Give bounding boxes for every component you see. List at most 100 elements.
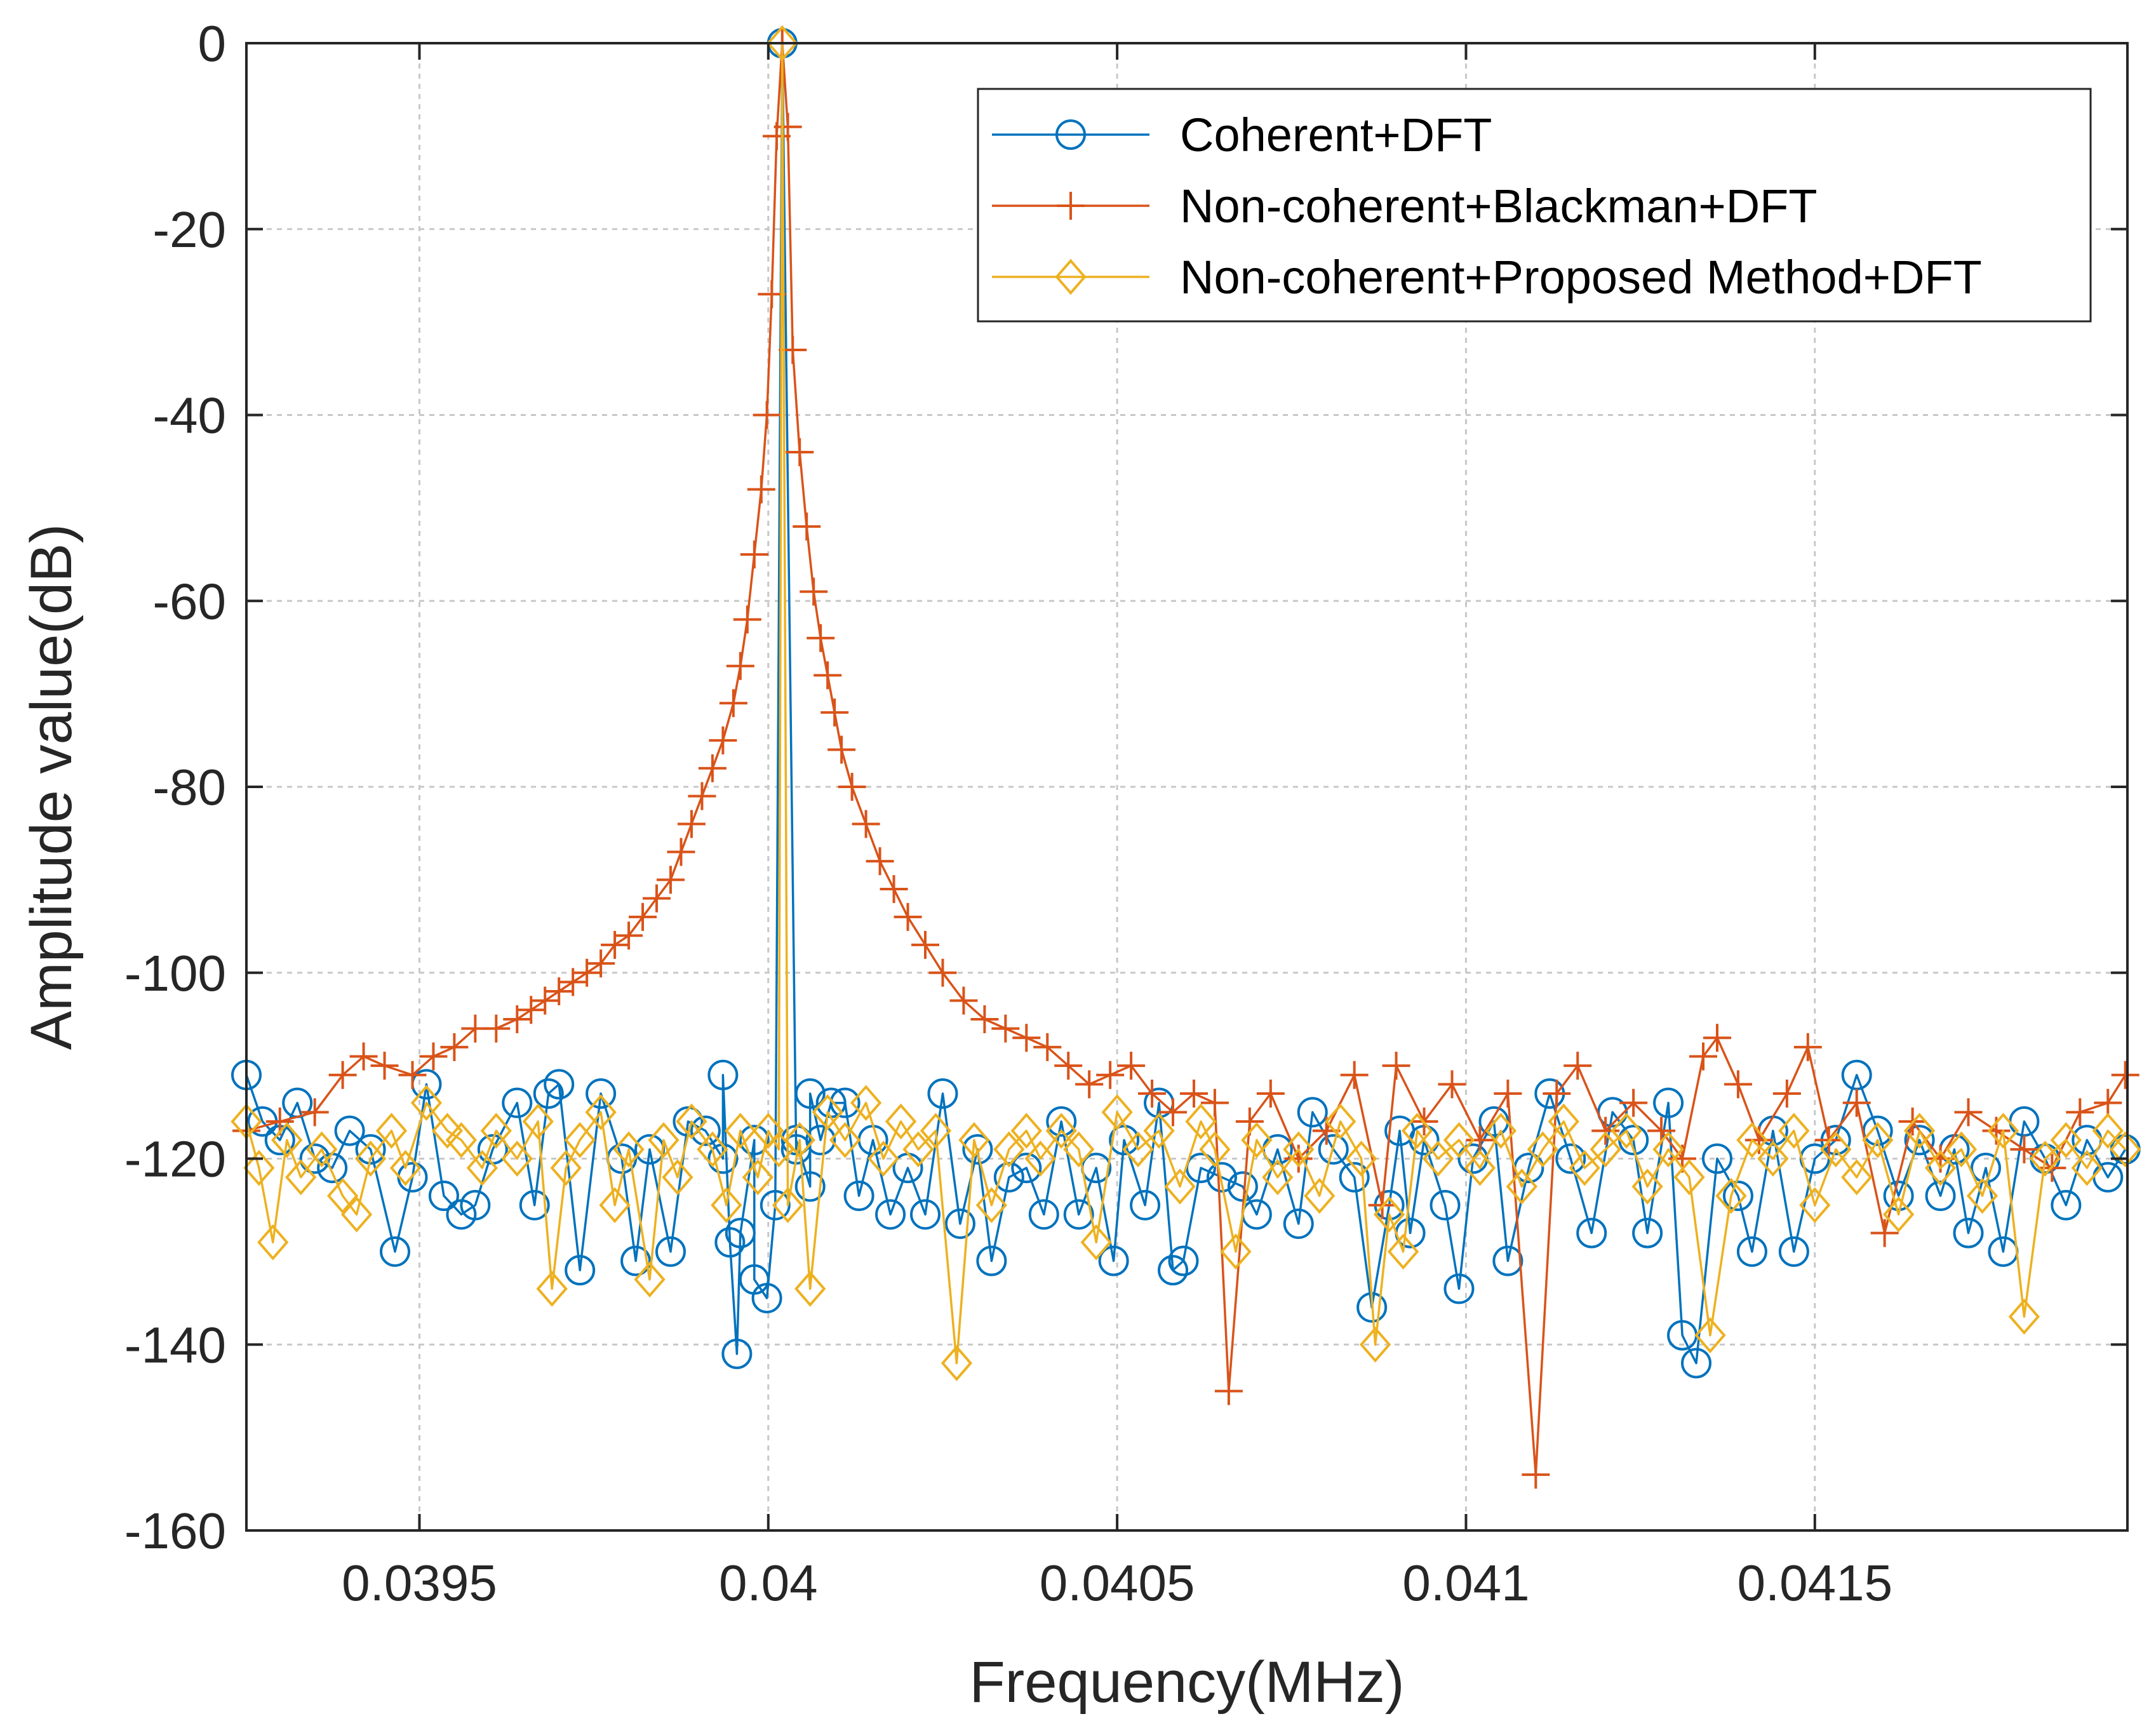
data-point [1179,1080,1208,1108]
data-point [1325,1103,1356,1140]
data-point [1722,1181,1753,1212]
data-point [812,1094,843,1130]
data-point [725,1113,756,1149]
data-point [941,1345,973,1381]
data-point [927,1078,958,1109]
legend-marker [1057,192,1085,220]
data-point [1185,1103,1217,1140]
data-point [1262,1159,1294,1196]
data-point [1842,1088,1871,1117]
y-tick-label: -20 [152,201,226,258]
data-point [1373,1196,1405,1233]
data-point [1506,1169,1538,1205]
data-point [1527,1131,1558,1168]
data-point [1619,1088,1648,1117]
data-point [1430,1189,1461,1221]
data-point [1138,1080,1167,1108]
data-point [753,401,781,429]
data-point [814,661,842,690]
data-point [2094,1088,2122,1117]
data-point [784,1122,815,1158]
data-point [1158,1255,1189,1286]
y-tick-label: -80 [152,759,226,815]
data-point [843,1181,874,1212]
data-point [349,1042,378,1071]
data-point [389,1149,422,1186]
data-point [482,1014,511,1043]
data-point [794,1271,826,1307]
data-point [962,1134,993,1165]
data-point [920,1113,952,1149]
data-point [1010,1113,1042,1149]
data-point [2092,1113,2124,1149]
data-point [707,1059,739,1090]
legend: Coherent+DFT Non-coherent+Blackman+DFT Non… [977,88,2092,323]
data-point [742,1159,773,1196]
data-point [634,1261,666,1298]
y-tick-label: -160 [124,1503,226,1559]
data-point [875,1199,906,1230]
data-point [976,1245,1007,1276]
data-point [1590,1131,1621,1168]
data-point [688,782,716,810]
data-point [1925,1181,1956,1212]
data-point [326,1177,359,1214]
data-point [1339,1162,1370,1193]
data-point [1778,1236,1809,1267]
data-point [949,986,978,1015]
data-point [1862,1122,1894,1158]
data-point [1401,1113,1433,1149]
data-point [615,921,643,950]
data-point [800,577,828,606]
data-point [370,1052,399,1080]
data-point [1214,1377,1243,1405]
data-point [1340,1061,1369,1089]
data-point [271,1122,303,1158]
x-tick-label: 0.04 [719,1555,818,1611]
legend-marker [1055,119,1086,150]
data-point [466,1149,498,1186]
data-point [564,1122,596,1158]
data-point [1522,1461,1550,1489]
data-point [1464,1149,1496,1186]
data-point [445,1122,478,1158]
data-point [1673,1159,1705,1196]
data-point [676,1103,707,1140]
data-point [838,773,866,801]
data-point [1715,1177,1747,1214]
data-point [1694,1317,1726,1353]
data-point [355,1134,386,1165]
data-point [1045,1113,1077,1149]
data-point [1954,1098,1983,1127]
data-point [1652,1131,1684,1168]
data-point [866,847,894,876]
data-point [1703,1024,1731,1052]
x-tick-label: 0.0415 [1737,1555,1892,1611]
data-point [419,1042,448,1071]
data-point [380,1236,411,1267]
data-point [440,1033,469,1061]
data-point [1736,1122,1768,1158]
data-point [714,1227,746,1258]
data-point [1075,1070,1104,1099]
data-point [1466,1126,1494,1155]
data-point [1681,1348,1712,1379]
data-point [867,1141,899,1177]
data-point [1548,1103,1579,1140]
data-point [733,605,761,634]
data-point [711,1187,742,1224]
data-point [1206,1162,1237,1193]
data-point [902,1131,934,1168]
data-point [1689,1042,1718,1071]
data-point [1024,1141,1056,1177]
data-point [772,1187,804,1224]
data-point [648,1122,680,1158]
y-tick-label: -60 [152,573,226,629]
data-point [829,1087,860,1118]
data-point [677,810,706,838]
x-tick-label: 0.041 [1402,1555,1529,1611]
data-point [747,475,775,504]
data-point [667,838,695,866]
data-point [1987,1113,2019,1149]
data-point [655,1236,686,1267]
